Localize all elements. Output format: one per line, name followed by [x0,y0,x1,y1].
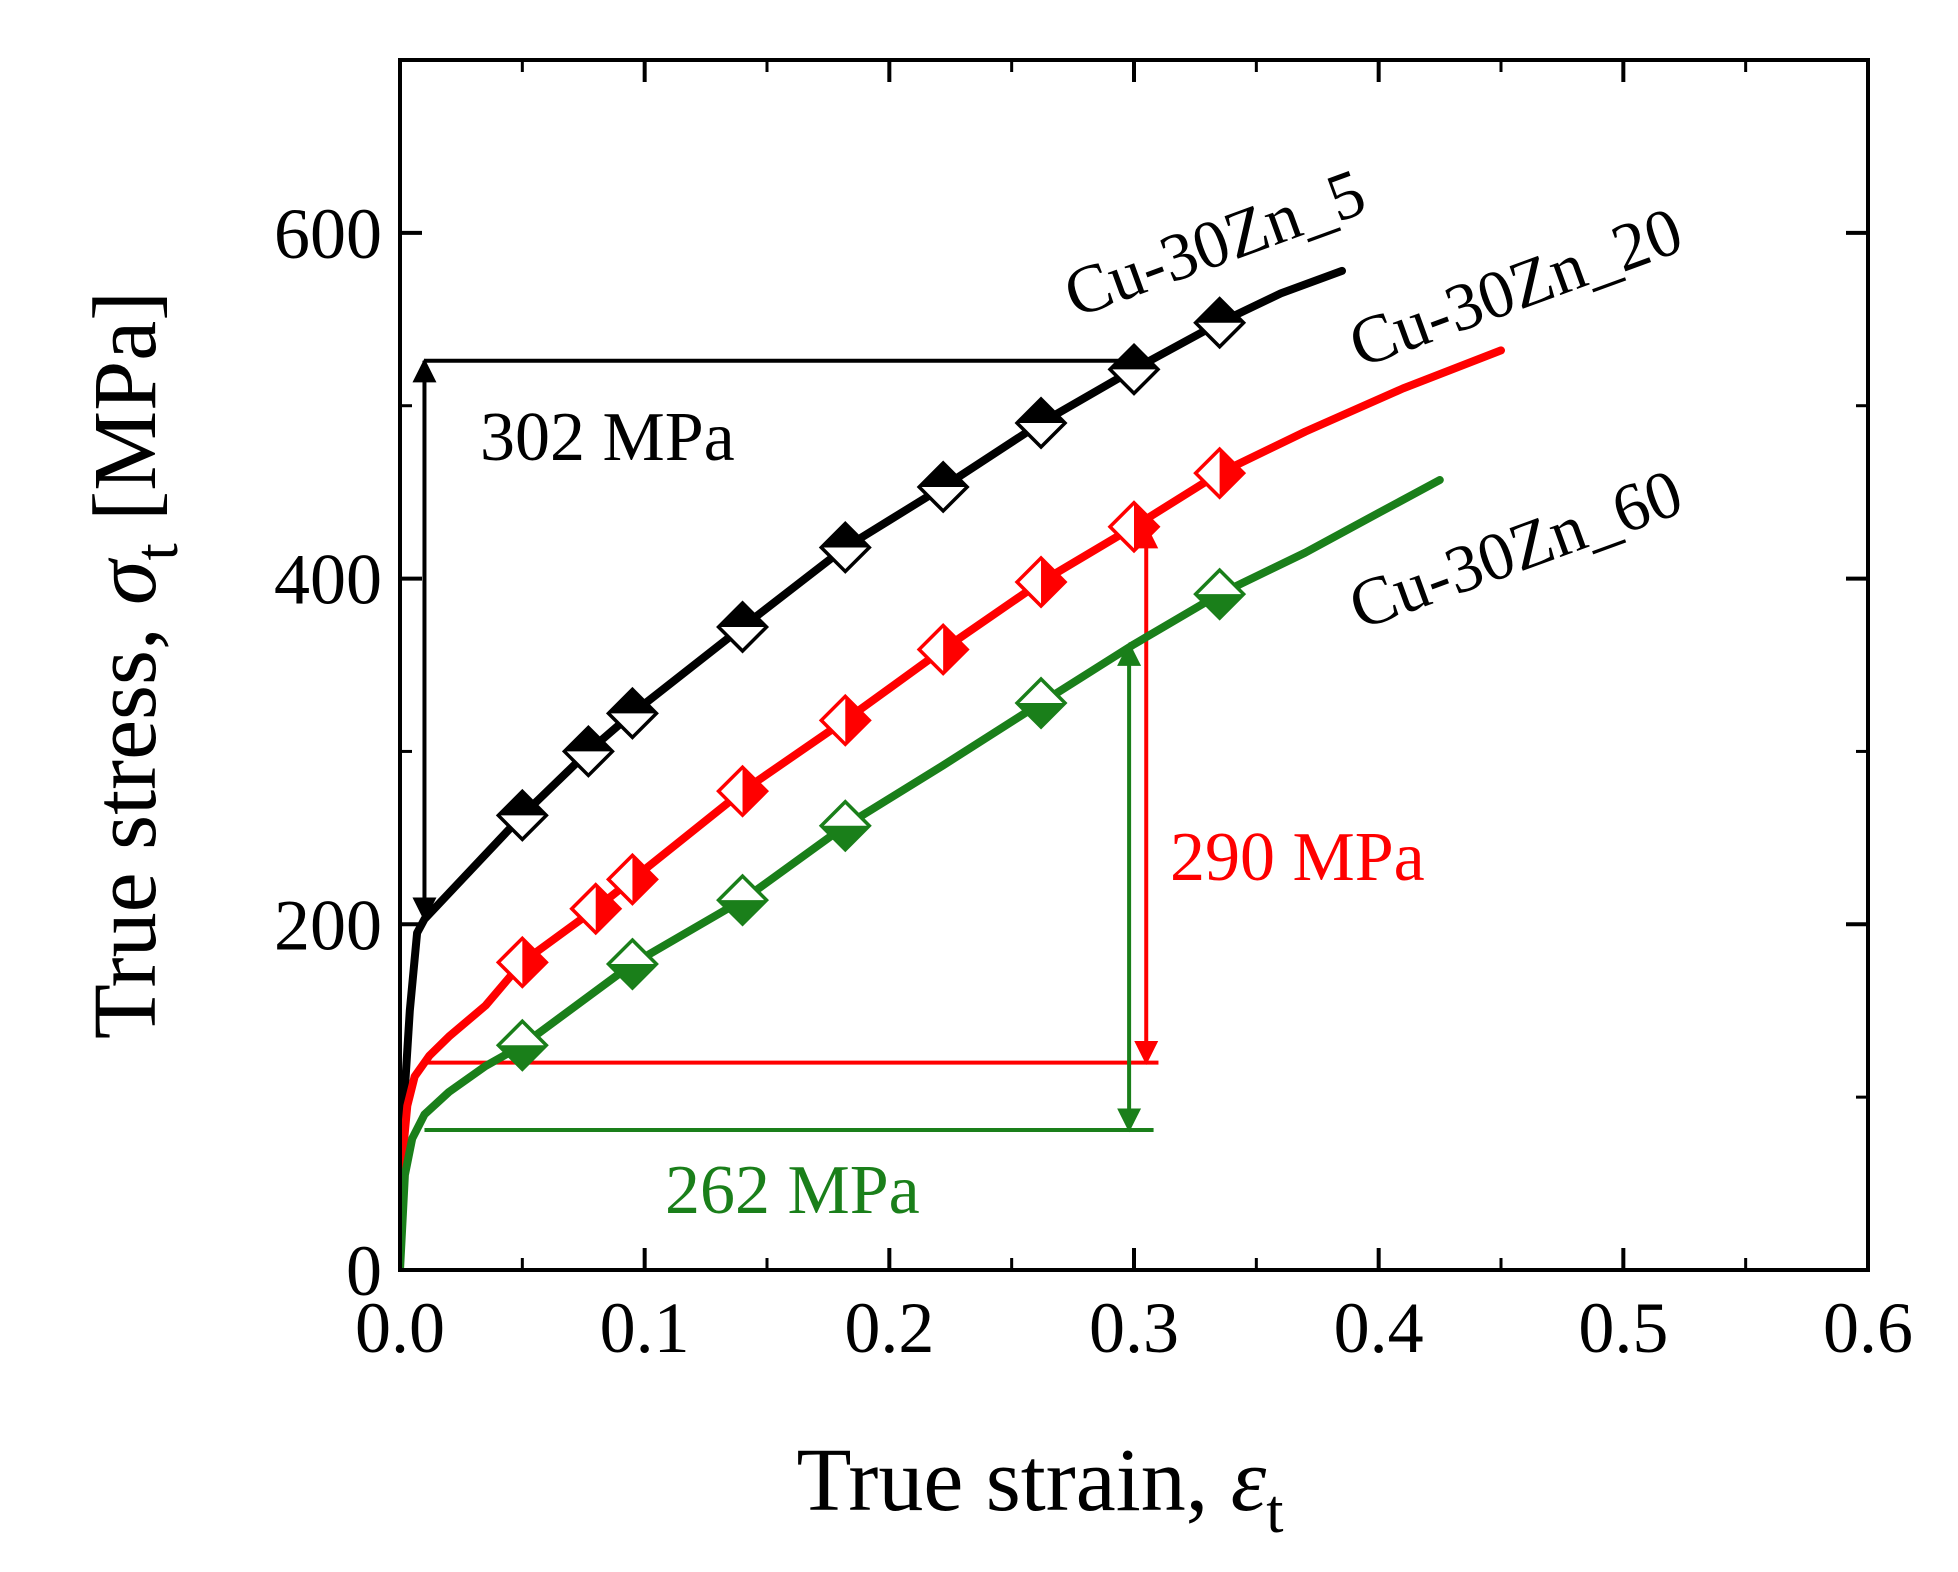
data-marker [605,852,659,906]
y-tick-label: 400 [274,540,382,620]
x-tick-label: 0.6 [1823,1288,1913,1368]
data-marker [1014,396,1068,450]
x-tick-label: 0.2 [844,1288,934,1368]
data-marker [818,520,872,574]
annotation-262-mpa: 262 MPa [665,1152,920,1229]
y-tick-label: 600 [274,194,382,274]
y-axis-symbol: σ [76,557,175,605]
y-tick-label: 0 [346,1231,382,1311]
data-marker [1107,342,1161,396]
annotation-302-mpa: 302 MPa [480,399,735,476]
y-axis-unit: [MPa] [76,291,175,543]
data-marker [1014,555,1068,609]
x-tick-label: 0.5 [1578,1288,1668,1368]
data-marker [1193,567,1247,621]
x-axis-title: True strain, εt [797,1431,1284,1546]
data-markers [495,296,1247,1072]
data-marker [569,882,623,936]
data-marker [495,1018,549,1072]
data-marker [818,799,872,853]
data-marker [716,764,770,818]
y-axis-subscript: t [123,543,191,560]
data-marker [916,622,970,676]
x-tick-label: 0.1 [600,1288,690,1368]
data-marker [495,935,549,989]
data-marker [1193,446,1247,500]
x-tick-label: 0.3 [1089,1288,1179,1368]
y-axis-title-main: True stress, [76,605,175,1039]
data-marker [561,724,615,778]
series-label-cu30zn-60: Cu-30Zn_60 [1339,454,1692,644]
x-tick-label: 0.0 [355,1288,445,1368]
x-axis-symbol: ε [1231,1431,1267,1530]
data-marker [1014,676,1068,730]
x-axis-subscript: t [1266,1478,1283,1546]
data-marker [916,460,970,514]
y-axis-title: True stress, σt [MPa] [76,291,191,1039]
data-marker [605,937,659,991]
x-tick-labels: 0.0 0.1 0.2 0.3 0.4 0.5 0.6 [355,1288,1913,1368]
annotations [412,358,1159,1133]
data-marker [716,600,770,654]
data-marker [605,686,659,740]
data-marker [818,693,872,747]
data-marker [1107,500,1161,554]
y-tick-label: 200 [274,885,382,965]
x-axis-title-main: True strain, [797,1431,1231,1530]
data-marker [1193,296,1247,350]
series-label-cu30zn-20: Cu-30Zn_20 [1339,192,1692,382]
plot-frame [398,58,1870,1272]
data-marker [716,873,770,927]
data-marker [495,788,549,842]
y-tick-labels: 0 200 400 600 [274,194,382,1311]
annotation-290-mpa: 290 MPa [1170,819,1425,896]
x-tick-label: 0.4 [1334,1288,1424,1368]
